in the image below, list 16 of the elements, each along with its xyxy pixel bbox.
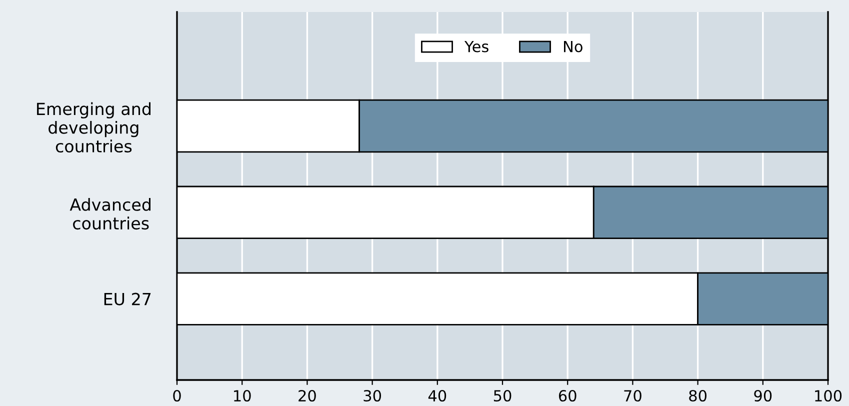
y-tick-label: Advanced countries <box>70 198 150 230</box>
x-tick-label: 100 <box>815 390 842 402</box>
legend-label: Yes <box>464 40 488 52</box>
x-tick-label: 50 <box>494 390 512 402</box>
x-tick-label: 0 <box>173 390 181 402</box>
x-tick-label: 70 <box>624 390 642 402</box>
x-tick-label: 90 <box>754 390 772 402</box>
x-tick-label: 30 <box>364 390 382 402</box>
x-tick-label: 20 <box>298 390 316 402</box>
y-tick-label: Emerging and developing countries <box>37 102 150 153</box>
x-tick-label: 80 <box>689 390 707 402</box>
legend-label: No <box>564 40 582 52</box>
x-tick-label: 10 <box>234 390 251 402</box>
x-tick-label: 60 <box>558 390 576 402</box>
x-tick-label: 40 <box>428 390 446 402</box>
y-tick-label: EU 27 <box>104 292 151 306</box>
